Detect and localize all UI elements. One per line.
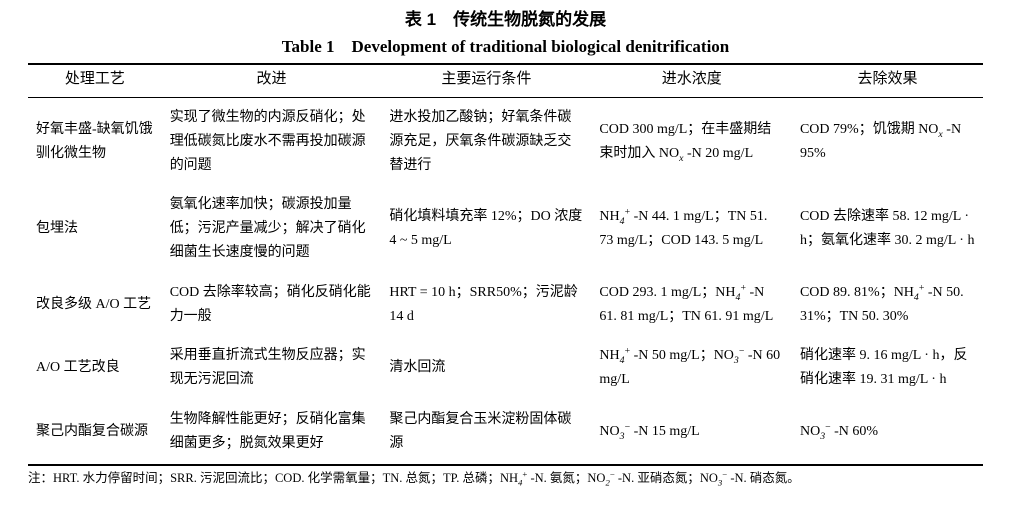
col-header-improve: 改进: [162, 64, 382, 97]
table-row: 好氧丰盛-缺氧饥饿驯化微生物实现了微生物的内源反硝化；处理低碳氮比废水不需再投加…: [28, 98, 983, 186]
table-row: A/O 工艺改良采用垂直折流式生物反应器；实现无污泥回流清水回流NH4+ -N …: [28, 336, 983, 400]
cell-conditions: 硝化填料填充率 12%；DO 浓度 4 ~ 5 mg/L: [381, 185, 591, 272]
cell-removal: COD 79%；饥饿期 NOx -N 95%: [792, 98, 983, 186]
cell-improvement: 实现了微生物的内源反硝化；处理低碳氮比废水不需再投加碳源的问题: [162, 98, 382, 186]
col-header-process: 处理工艺: [28, 64, 162, 97]
col-header-condition: 主要运行条件: [381, 64, 591, 97]
cell-improvement: 生物降解性能更好；反硝化富集细菌更多；脱氮效果更好: [162, 400, 382, 465]
cell-influent: NO3− -N 15 mg/L: [591, 400, 792, 465]
table-footnote: 注：HRT. 水力停留时间；SRR. 污泥回流比；COD. 化学需氧量；TN. …: [28, 470, 983, 488]
cell-conditions: 聚己内酯复合玉米淀粉固体碳源: [381, 400, 591, 465]
cell-removal: 硝化速率 9. 16 mg/L · h，反硝化速率 19. 31 mg/L · …: [792, 336, 983, 400]
col-header-removal: 去除效果: [792, 64, 983, 97]
table-row: 聚己内酯复合碳源生物降解性能更好；反硝化富集细菌更多；脱氮效果更好聚己内酯复合玉…: [28, 400, 983, 465]
table-caption-en: Table 1 Development of traditional biolo…: [28, 35, 983, 60]
cell-process: 好氧丰盛-缺氧饥饿驯化微生物: [28, 98, 162, 186]
cell-process: A/O 工艺改良: [28, 336, 162, 400]
cell-process: 包埋法: [28, 185, 162, 272]
col-header-influent: 进水浓度: [591, 64, 792, 97]
cell-process: 聚己内酯复合碳源: [28, 400, 162, 465]
table-body: 好氧丰盛-缺氧饥饿驯化微生物实现了微生物的内源反硝化；处理低碳氮比废水不需再投加…: [28, 98, 983, 465]
cell-removal: COD 89. 81%；NH4+ -N 50. 31%；TN 50. 30%: [792, 273, 983, 337]
cell-influent: COD 300 mg/L；在丰盛期结束时加入 NOx -N 20 mg/L: [591, 98, 792, 186]
denitrification-table: 处理工艺 改进 主要运行条件 进水浓度 去除效果 好氧丰盛-缺氧饥饿驯化微生物实…: [28, 63, 983, 465]
table-row: 包埋法氨氧化速率加快；碳源投加量低；污泥产量减少；解决了硝化细菌生长速度慢的问题…: [28, 185, 983, 272]
cell-conditions: 清水回流: [381, 336, 591, 400]
cell-influent: NH4+ -N 50 mg/L；NO3− -N 60 mg/L: [591, 336, 792, 400]
cell-removal: NO3− -N 60%: [792, 400, 983, 465]
table-caption-cn: 表 1 传统生物脱氮的发展: [28, 8, 983, 33]
cell-conditions: HRT = 10 h；SRR50%；污泥龄 14 d: [381, 273, 591, 337]
cell-conditions: 进水投加乙酸钠；好氧条件碳源充足，厌氧条件碳源缺乏交替进行: [381, 98, 591, 186]
cell-removal: COD 去除速率 58. 12 mg/L · h；氨氧化速率 30. 2 mg/…: [792, 185, 983, 272]
cell-influent: COD 293. 1 mg/L；NH4+ -N 61. 81 mg/L；TN 6…: [591, 273, 792, 337]
table-row: 改良多级 A/O 工艺COD 去除率较高；硝化反硝化能力一般HRT = 10 h…: [28, 273, 983, 337]
cell-improvement: 氨氧化速率加快；碳源投加量低；污泥产量减少；解决了硝化细菌生长速度慢的问题: [162, 185, 382, 272]
cell-process: 改良多级 A/O 工艺: [28, 273, 162, 337]
cell-improvement: 采用垂直折流式生物反应器；实现无污泥回流: [162, 336, 382, 400]
table-header-row: 处理工艺 改进 主要运行条件 进水浓度 去除效果: [28, 64, 983, 97]
cell-influent: NH4+ -N 44. 1 mg/L；TN 51. 73 mg/L；COD 14…: [591, 185, 792, 272]
cell-improvement: COD 去除率较高；硝化反硝化能力一般: [162, 273, 382, 337]
